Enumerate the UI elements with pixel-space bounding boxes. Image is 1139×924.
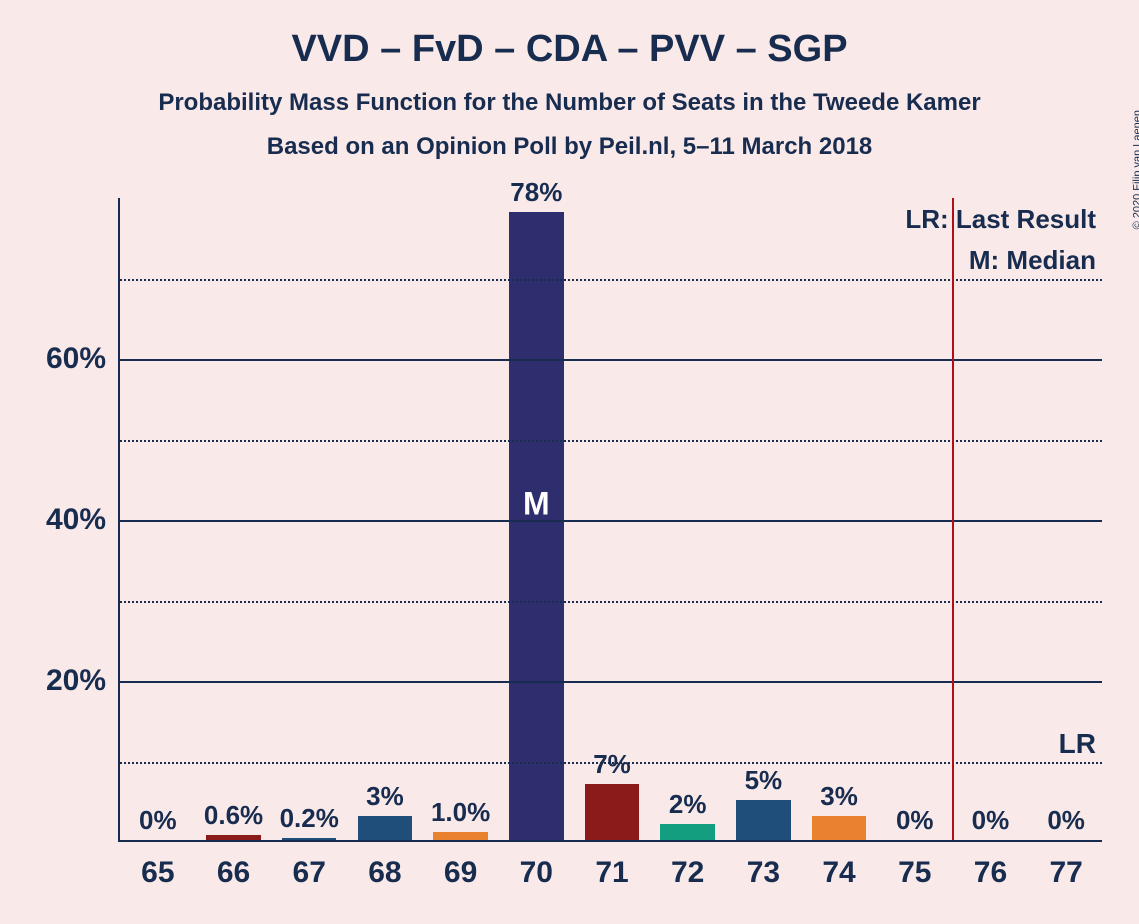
x-tick-label: 74 [822, 840, 855, 890]
chart-container: VVD – FvD – CDA – PVV – SGP Probability … [0, 0, 1139, 924]
y-tick-label: 40% [46, 503, 120, 537]
bar [358, 816, 412, 840]
x-tick-label: 67 [293, 840, 326, 890]
x-tick-label: 71 [595, 840, 628, 890]
gridline-minor [120, 601, 1102, 603]
legend: LR: Last Result M: Median [905, 204, 1096, 276]
x-tick-label: 66 [217, 840, 250, 890]
bar [736, 800, 790, 840]
bar-value-label: 78% [510, 177, 562, 208]
bar-value-label: 0% [896, 805, 934, 836]
bar-value-label: 1.0% [431, 797, 490, 828]
bar [433, 832, 487, 840]
x-tick-label: 76 [974, 840, 1007, 890]
bar-value-label: 0.6% [204, 800, 263, 831]
chart-subtitle-2: Based on an Opinion Poll by Peil.nl, 5–1… [0, 133, 1139, 161]
bars-group [120, 198, 1102, 840]
x-tick-label: 70 [520, 840, 553, 890]
bar-value-label: 0% [1047, 805, 1085, 836]
x-tick-label: 72 [671, 840, 704, 890]
y-tick-label: 60% [46, 342, 120, 376]
bar [585, 784, 639, 840]
bar-value-label: 7% [593, 749, 631, 780]
copyright-text: © 2020 Filip van Laenen [1131, 110, 1139, 229]
bar-value-label: 3% [820, 781, 858, 812]
x-tick-label: 75 [898, 840, 931, 890]
x-tick-label: 69 [444, 840, 477, 890]
x-tick-label: 73 [747, 840, 780, 890]
last-result-label: LR [1059, 728, 1096, 760]
chart-subtitle-1: Probability Mass Function for the Number… [0, 89, 1139, 117]
bar-value-label: 5% [745, 765, 783, 796]
plot-area: 20%40%60% 65666768697071727374757677 0%0… [118, 198, 1102, 842]
gridline-major [120, 359, 1102, 361]
bar [509, 212, 563, 840]
legend-line-lr: LR: Last Result [905, 204, 1096, 235]
y-tick-label: 20% [46, 664, 120, 698]
median-mark: M [523, 485, 550, 522]
gridline-major [120, 520, 1102, 522]
bar-value-label: 0% [972, 805, 1010, 836]
bar-value-label: 2% [669, 789, 707, 820]
bar-value-label: 3% [366, 781, 404, 812]
bar [812, 816, 866, 840]
x-tick-label: 65 [141, 840, 174, 890]
chart-title: VVD – FvD – CDA – PVV – SGP [0, 0, 1139, 71]
bar [660, 824, 714, 840]
legend-line-median: M: Median [905, 245, 1096, 276]
x-tick-label: 68 [368, 840, 401, 890]
last-result-line [952, 198, 954, 840]
gridline-minor [120, 279, 1102, 281]
gridline-major [120, 681, 1102, 683]
bar-value-label: 0% [139, 805, 177, 836]
bar-value-label: 0.2% [280, 803, 339, 834]
x-tick-label: 77 [1049, 840, 1082, 890]
gridline-minor [120, 440, 1102, 442]
